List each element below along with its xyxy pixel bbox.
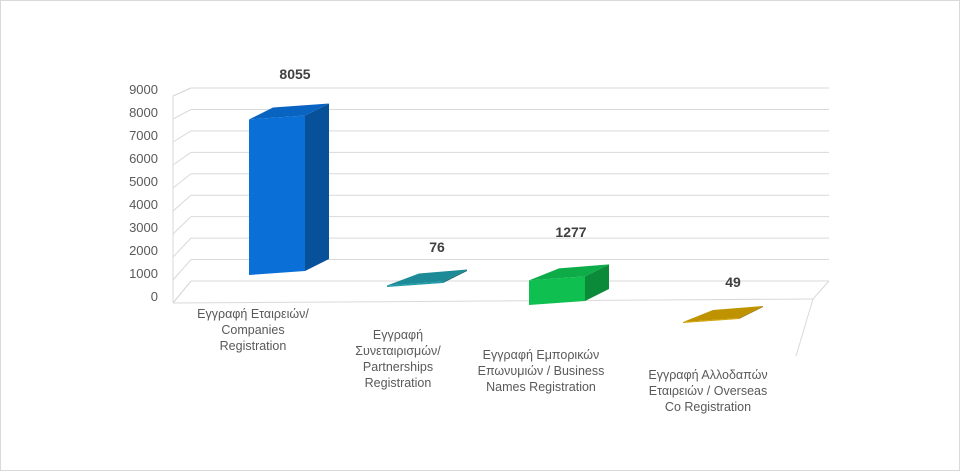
category-label: Εγγραφή Εμπορικών Επωνυμιών / Business Nam… (478, 348, 605, 394)
bar-top (249, 103, 329, 120)
bar-front (529, 276, 585, 305)
gridline-side (172, 109, 192, 120)
y-tick-label: 6000 (129, 151, 158, 166)
bar-top (683, 306, 763, 323)
data-label: 1277 (555, 224, 586, 240)
bar-side (739, 306, 763, 319)
gridline-side (172, 87, 192, 97)
y-tick-label: 1000 (129, 266, 158, 281)
gridline-side (172, 130, 192, 143)
y-axis-ticks: 0 1000 2000 3000 4000 5000 6000 7000 8000 9000 (129, 82, 158, 304)
gridline-side (172, 237, 192, 258)
bar-side (443, 269, 467, 283)
bars (249, 103, 763, 323)
bar-side (585, 264, 609, 301)
y-tick-label: 0 (151, 289, 158, 304)
category-label: Εγγραφή Συνεταιρισμών/Partnerships Registr… (355, 328, 441, 390)
category-label-line: Εγγραφή Εταιρειών/ (197, 307, 309, 321)
gridline-side (172, 216, 192, 235)
bar-top (529, 264, 609, 281)
bar-front (249, 115, 305, 275)
category-label-line: Names Registration (486, 380, 596, 394)
y-tick-label: 9000 (129, 82, 158, 97)
data-label: 49 (725, 274, 741, 290)
data-label: 76 (429, 239, 445, 255)
floor-right-skew (795, 298, 814, 357)
bar-top (387, 269, 467, 286)
y-tick-label: 3000 (129, 220, 158, 235)
y-tick-label: 8000 (129, 105, 158, 120)
category-label-line: Συνεταιρισμών/ (355, 344, 441, 358)
category-labels: Εγγραφή Εταιρειών/Companies RegistrationΕ… (197, 307, 768, 414)
floor-front-edge (172, 298, 814, 304)
category-label-line: Εταιρειών / Overseas (649, 384, 767, 398)
category-label-line: Επωνυμιών / Business (478, 364, 605, 378)
floor-right-edge (812, 280, 830, 300)
data-label: 8055 (279, 66, 310, 82)
category-label: Εγγραφή Αλλοδαπών Εταιρειών / Overseas Co … (648, 368, 767, 414)
bar-front (387, 281, 443, 287)
y-tick-label: 5000 (129, 174, 158, 189)
gridline-side (172, 259, 192, 281)
data-labels: 8055 76 1277 49 (279, 66, 741, 290)
bar-front (683, 318, 739, 323)
category-label-line: Co Registration (665, 400, 751, 414)
y-tick-label: 7000 (129, 128, 158, 143)
category-label-line: Εγγραφή Αλλοδαπών (648, 368, 767, 382)
category-label-line: Partnerships (363, 360, 433, 374)
category-label: Εγγραφή Εταιρειών/Companies Registration (197, 307, 309, 353)
category-label-line: Companies (221, 323, 284, 337)
bar-side (305, 103, 329, 271)
y-tick-label: 2000 (129, 243, 158, 258)
y-tick-label: 4000 (129, 197, 158, 212)
gridline-side (172, 173, 192, 189)
gridline-side (172, 280, 192, 304)
category-label-line: Registration (220, 339, 287, 353)
category-label-line: Εγγραφή Εμπορικών (483, 348, 600, 362)
category-label-line: Registration (365, 376, 432, 390)
gridline-side (172, 194, 192, 212)
category-label-line: Εγγραφή (373, 328, 423, 342)
gridline-side (172, 151, 192, 166)
